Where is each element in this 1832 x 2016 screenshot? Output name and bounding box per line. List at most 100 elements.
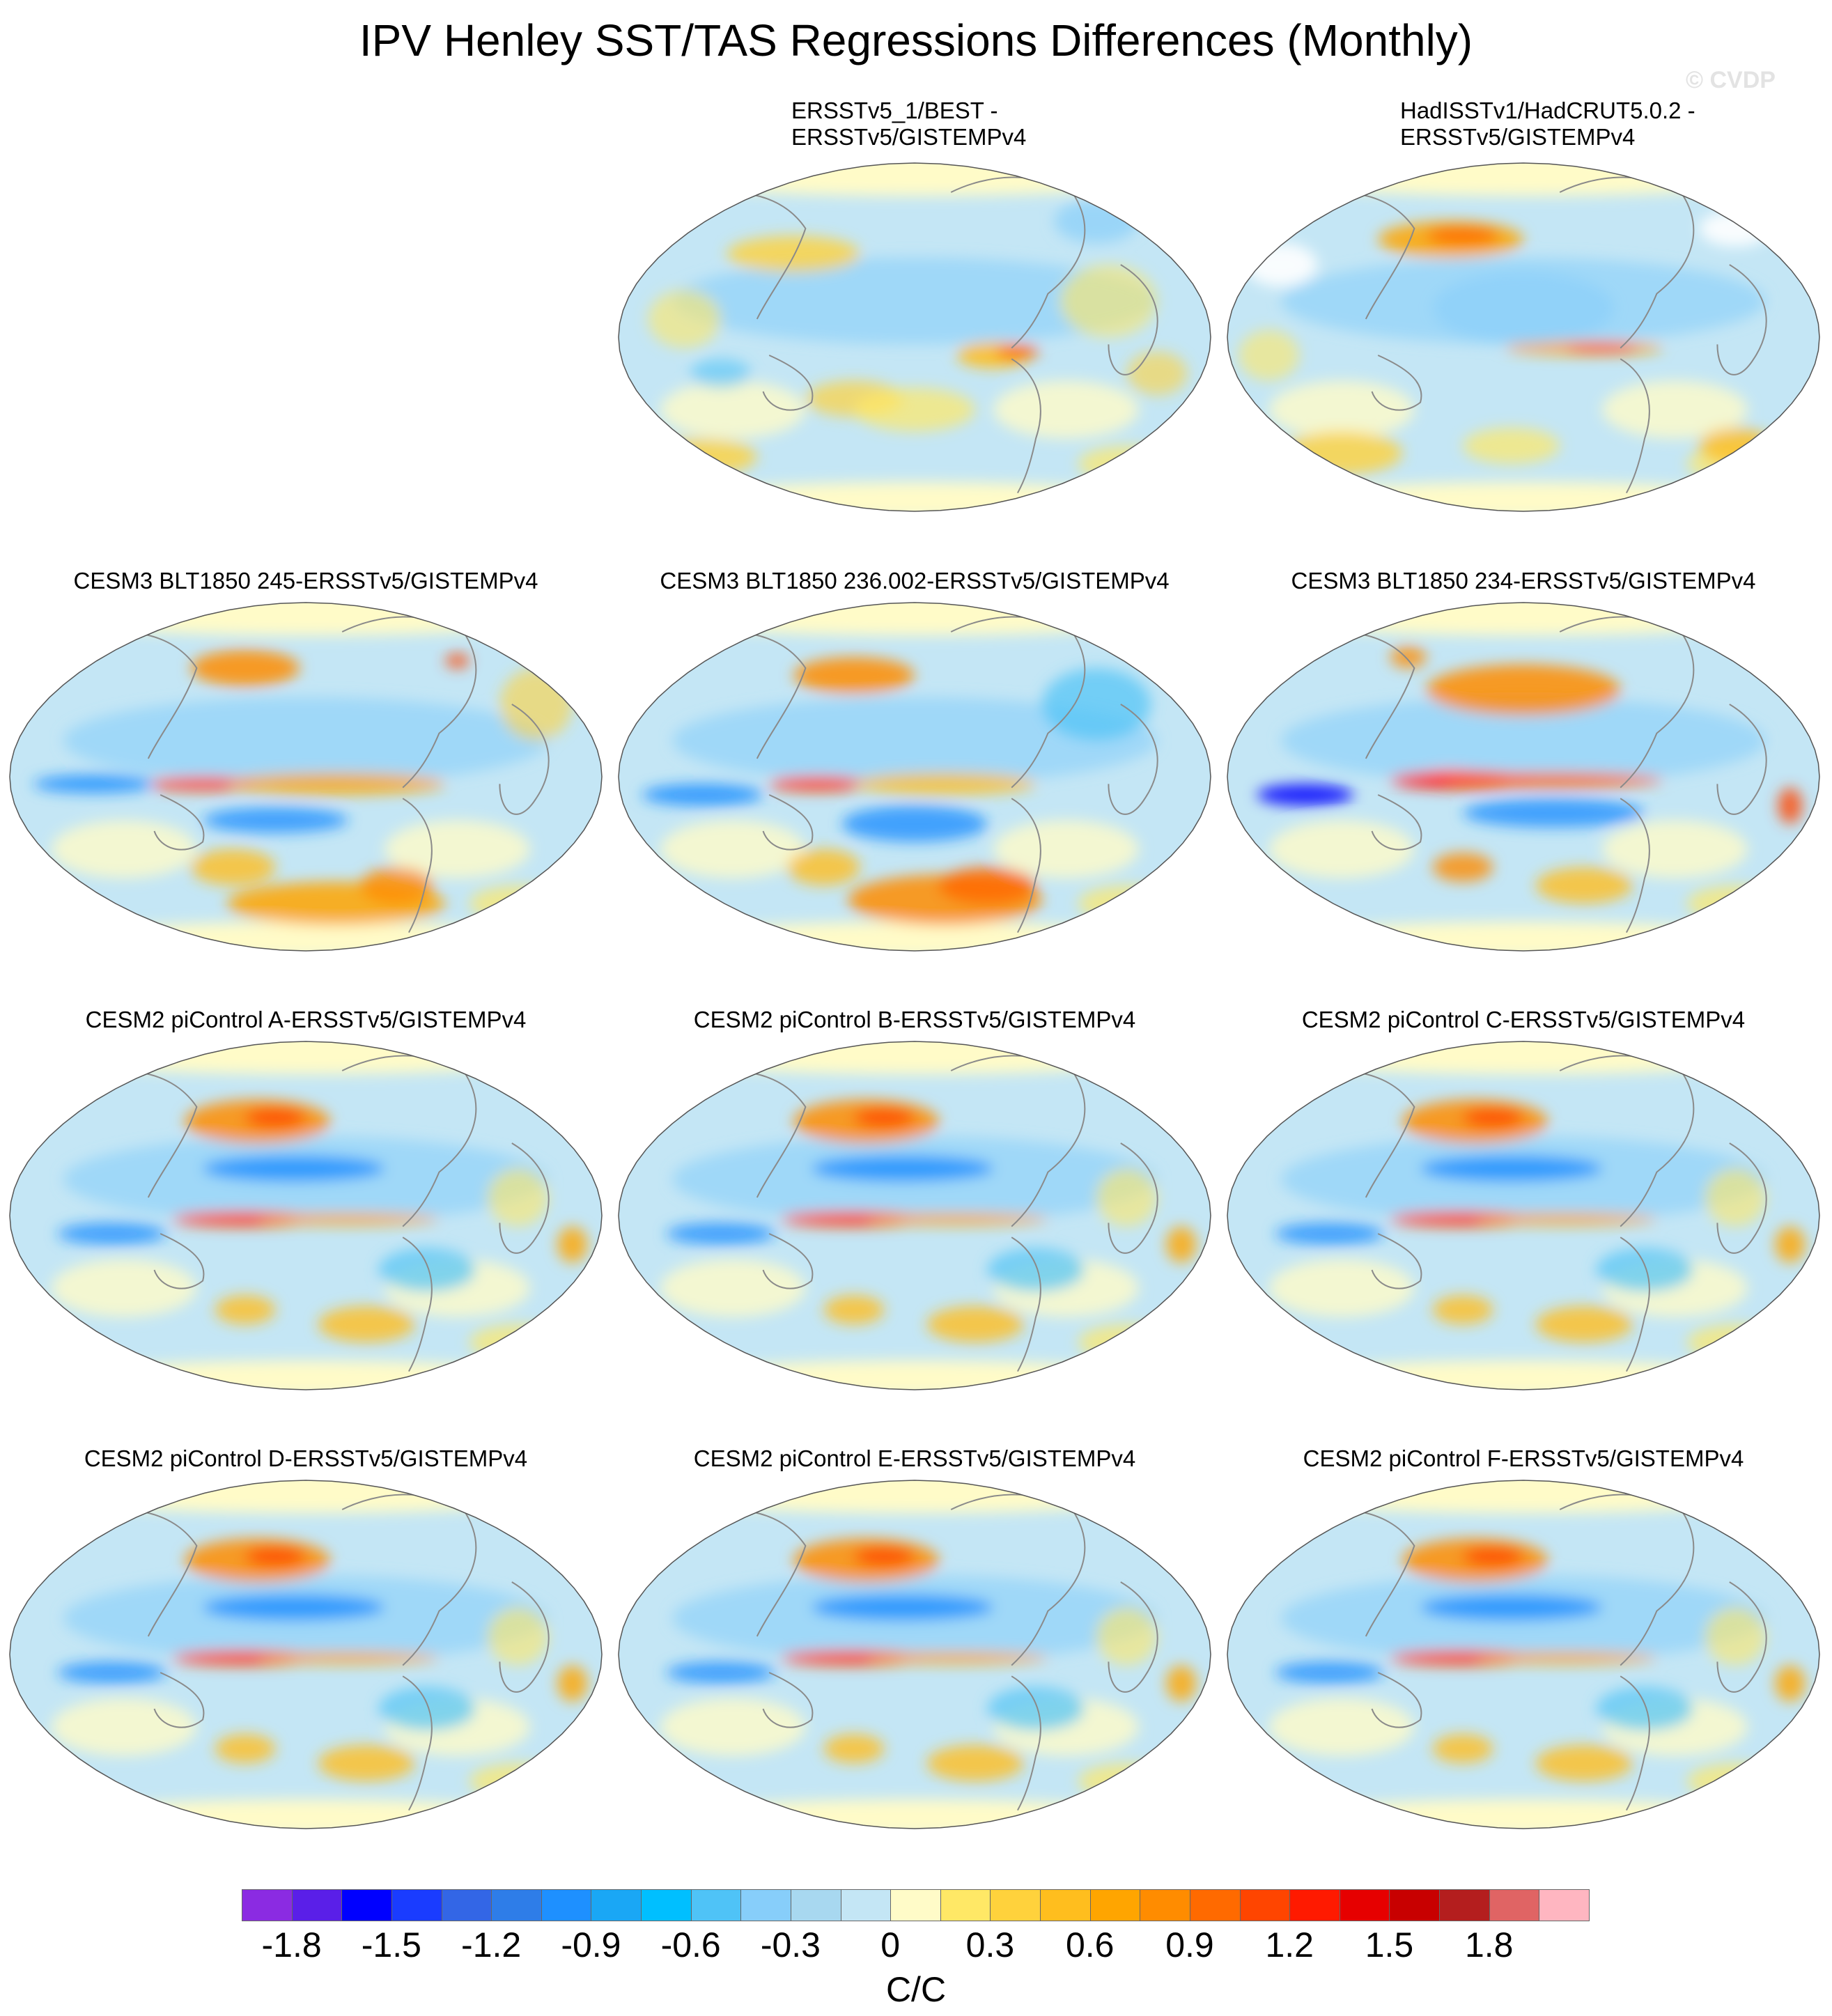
anomaly-region [203, 807, 348, 833]
colorbar-swatch [740, 1889, 791, 1921]
colorbar [242, 1889, 1590, 1921]
coastline [950, 176, 1086, 349]
anomaly-region [360, 867, 433, 904]
coastline [1011, 1236, 1041, 1372]
anomaly-region [245, 1547, 306, 1566]
coastline [1108, 1581, 1158, 1693]
anomaly-region [1535, 1306, 1633, 1342]
anomaly-region [1244, 242, 1318, 287]
anomaly-region [1420, 1156, 1603, 1181]
anomaly-region [993, 380, 1139, 439]
anomaly-region [63, 1799, 548, 1829]
colorbar-tick-label: -1.8 [261, 1925, 322, 1964]
anomaly-region [51, 1259, 197, 1317]
anomaly-region [648, 290, 721, 348]
colorbar-swatch [790, 1889, 841, 1921]
anomaly-region [1250, 603, 1796, 636]
panel-title: CESM2 piControl E-ERSSTv5/GISTEMPv4 [693, 1445, 1136, 1471]
colorbar-swatch [1489, 1889, 1540, 1921]
anomaly-region [215, 1295, 276, 1324]
colorbar-tick-label: 1.2 [1265, 1925, 1314, 1964]
anomaly-region [672, 1799, 1157, 1829]
anomaly-region [190, 650, 300, 686]
anomaly-region [1250, 163, 1796, 196]
map-panel: CESM3 BLT1850 236.002-ERSSTv5/GISTEMPv4 [612, 568, 1218, 958]
anomaly-region [1281, 1360, 1766, 1390]
anomaly-region [1268, 1698, 1415, 1756]
anomaly-region [1775, 1226, 1806, 1263]
coastline [1371, 1233, 1422, 1289]
map-outline [9, 1480, 603, 1829]
anomaly-region [190, 849, 276, 885]
colorbar-swatch [541, 1889, 592, 1921]
coastline [1371, 355, 1422, 411]
anomaly-region [1059, 265, 1157, 337]
anomaly-region [1426, 664, 1621, 715]
coastline [1716, 704, 1767, 815]
map-panel: ERSSTv5_1/BEST - ERSSTv5/GISTEMPv4 [612, 98, 1218, 512]
colorbar-swatch [1189, 1889, 1241, 1921]
panel-title: ERSSTv5_1/BEST - ERSSTv5/GISTEMPv4 [612, 98, 1218, 150]
coastline [1371, 1672, 1422, 1728]
anomaly-region [1166, 1226, 1197, 1263]
coastline [950, 616, 1086, 789]
map-outline [1227, 162, 1820, 512]
anomaly-region [660, 820, 806, 878]
anomaly-region [1475, 1214, 1657, 1225]
anomaly-region [1432, 1734, 1493, 1763]
anomaly-region [812, 1595, 994, 1620]
regression-map [618, 602, 1211, 952]
panel-title-line1: ERSSTv5_1/BEST - [791, 98, 998, 123]
anomaly-region [926, 1745, 1024, 1781]
anomaly-region [1602, 820, 1748, 878]
anomaly-region [488, 1607, 548, 1666]
anomaly-region [1535, 1745, 1633, 1781]
anomaly-region [823, 1734, 885, 1763]
anomaly-region [1041, 668, 1151, 741]
figure-title: IPV Henley SST/TAS Regressions Differenc… [359, 15, 1473, 65]
anomaly-region [1705, 1607, 1766, 1666]
anomaly-region [1778, 787, 1803, 824]
anomaly-region [1281, 922, 1766, 951]
map-outline [618, 162, 1211, 512]
regression-map [1227, 602, 1820, 952]
anomaly-region [660, 1698, 806, 1756]
map-panel: CESM2 piControl D-ERSSTv5/GISTEMPv4 [3, 1445, 609, 1836]
anomaly-region [996, 344, 1039, 359]
coastline [499, 1142, 550, 1254]
anomaly-region [1281, 697, 1766, 784]
anomaly-region [1596, 1248, 1693, 1292]
coastline [1011, 798, 1041, 933]
anomaly-region [1426, 226, 1500, 245]
regression-map [9, 1480, 603, 1829]
panel-title: CESM3 BLT1850 234-ERSSTv5/GISTEMPv4 [1291, 568, 1756, 594]
coastline [1108, 1142, 1158, 1254]
anomaly-region [1281, 1799, 1766, 1829]
coastline [1011, 358, 1041, 494]
anomaly-region [993, 820, 1139, 878]
colorbar-tick-label: -0.9 [561, 1925, 621, 1964]
coastline [341, 1494, 477, 1666]
anomaly-region [257, 1214, 440, 1225]
anomaly-region [378, 1687, 476, 1731]
colorbar-swatch [1539, 1889, 1590, 1921]
anomaly-region [488, 1168, 548, 1227]
coastline [402, 1236, 433, 1372]
map-panel: CESM2 piControl C-ERSSTv5/GISTEMPv4 [1220, 1007, 1826, 1397]
anomaly-region [51, 1698, 197, 1756]
coastline [341, 1055, 477, 1227]
anomaly-region [1275, 1223, 1384, 1245]
coastline [762, 1233, 814, 1289]
anomaly-region [1444, 773, 1663, 788]
panel-title: HadISSTv1/HadCRUT5.0.2 - ERSSTv5/GISTEMPv… [1220, 98, 1826, 150]
colorbar-swatch [491, 1889, 542, 1921]
anomaly-region [1096, 1607, 1157, 1666]
colorbar-swatch [242, 1889, 293, 1921]
panel-title-line1: HadISSTv1/HadCRUT5.0.2 - [1400, 98, 1695, 123]
anomaly-region [660, 380, 806, 439]
colorbar-tick-label: 0.6 [1065, 1925, 1115, 1964]
anomaly-region [1257, 784, 1354, 806]
anomaly-region [1535, 867, 1633, 904]
map-panel: CESM2 piControl F-ERSSTv5/GISTEMPv4 [1220, 1445, 1826, 1836]
anomaly-region [854, 1108, 915, 1127]
